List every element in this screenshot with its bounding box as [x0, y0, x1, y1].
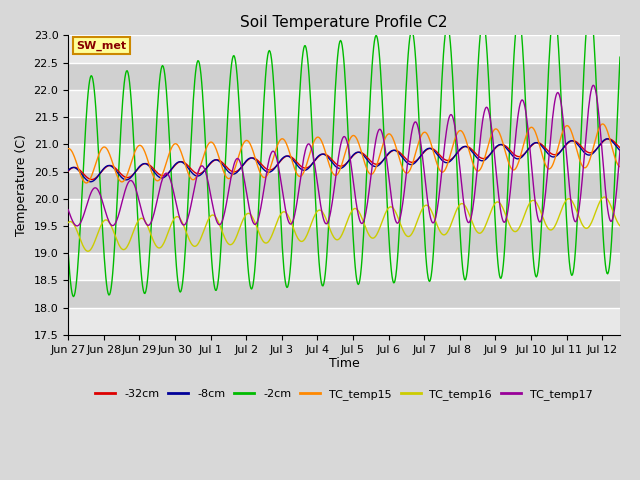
Bar [68, 144, 620, 171]
Legend: -32cm, -8cm, -2cm, TC_temp15, TC_temp16, TC_temp17: -32cm, -8cm, -2cm, TC_temp15, TC_temp16,… [91, 384, 597, 404]
Bar [68, 62, 620, 90]
Bar [68, 308, 620, 335]
Bar [68, 90, 620, 117]
Bar [68, 280, 620, 308]
Bar [68, 117, 620, 144]
Bar [68, 253, 620, 280]
Y-axis label: Temperature (C): Temperature (C) [15, 134, 28, 236]
X-axis label: Time: Time [329, 358, 360, 371]
Bar [68, 171, 620, 199]
Bar [68, 226, 620, 253]
Bar [68, 36, 620, 62]
Text: SW_met: SW_met [76, 41, 127, 51]
Title: Soil Temperature Profile C2: Soil Temperature Profile C2 [240, 15, 448, 30]
Bar [68, 199, 620, 226]
